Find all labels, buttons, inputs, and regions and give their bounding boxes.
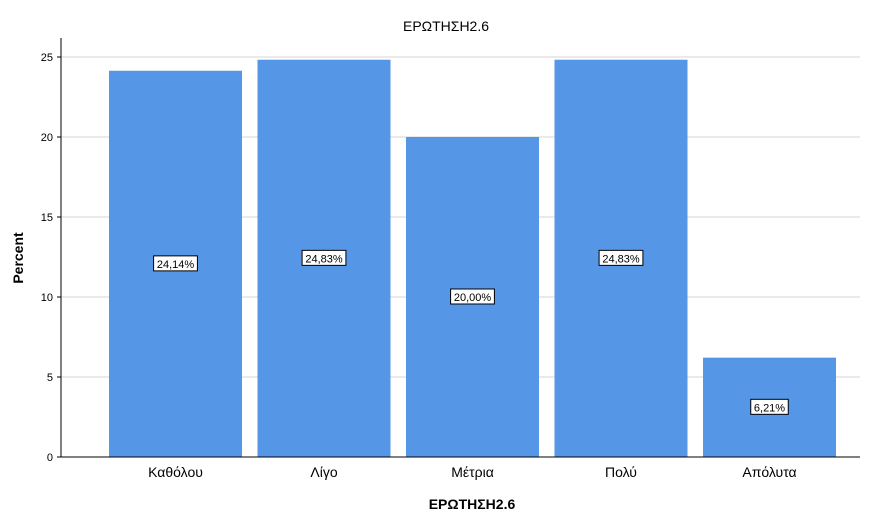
data-label-text: 24,83% <box>602 253 640 265</box>
x-category-labels: Καθόλου Λίγο Μέτρια Πολύ Απόλυτα <box>148 464 797 480</box>
data-label-box <box>750 398 789 415</box>
x-category-label: Απόλυτα <box>742 464 796 480</box>
y-tick-label: 20 <box>41 132 53 144</box>
y-tick-label: 25 <box>41 52 53 64</box>
y-tick-label: 10 <box>41 292 53 304</box>
data-label: 24,83% <box>301 249 347 266</box>
data-label: 20,00% <box>450 288 495 305</box>
data-label: 6,21% <box>750 398 789 415</box>
bars <box>109 59 836 457</box>
chart-title: ΕΡΩΤΗΣΗ2.6 <box>403 18 489 34</box>
x-axis-title: ΕΡΩΤΗΣΗ2.6 <box>429 496 516 512</box>
y-tick-labels: 0 5 10 15 20 25 <box>41 52 53 464</box>
y-axis-title: Percent <box>10 232 26 284</box>
x-category-label: Καθόλου <box>148 464 203 480</box>
data-labels: 24,14% 24,83% 20,00% 24,83% 6,21% <box>153 249 789 415</box>
x-category-label: Πολύ <box>605 464 637 480</box>
data-label-text: 24,83% <box>305 253 343 265</box>
data-label-box <box>153 255 198 272</box>
data-label-box <box>450 288 495 305</box>
y-tick-label: 0 <box>47 452 53 464</box>
y-tick-label: 5 <box>47 372 53 384</box>
data-label: 24,83% <box>598 249 644 266</box>
y-tick-label: 15 <box>41 212 53 224</box>
x-category-label: Μέτρια <box>451 464 494 480</box>
data-label-text: 24,14% <box>157 259 195 271</box>
data-label-box <box>598 249 644 266</box>
data-label-text: 20,00% <box>454 292 492 304</box>
x-category-label: Λίγο <box>310 464 337 480</box>
data-label: 24,14% <box>153 255 198 272</box>
axes <box>57 38 860 458</box>
data-label-text: 6,21% <box>754 402 785 414</box>
data-label-box <box>301 249 347 266</box>
